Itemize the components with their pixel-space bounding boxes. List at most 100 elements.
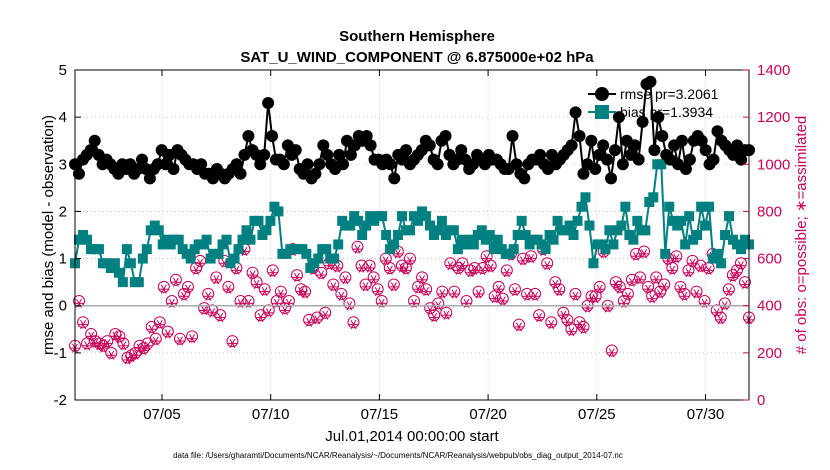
y-axis-ticks: -2 -1 0 1 2 3 4 5 bbox=[54, 62, 81, 409]
obs-assimilated-marker bbox=[82, 341, 93, 351]
obs-assimilated-marker bbox=[118, 341, 129, 351]
bias-point bbox=[576, 201, 587, 212]
obs-possible-marker bbox=[512, 318, 525, 331]
rmse-point bbox=[301, 158, 314, 171]
obs-possible-marker bbox=[105, 346, 118, 359]
asterisk-stroke bbox=[394, 249, 401, 259]
obs-possible-marker bbox=[617, 295, 630, 307]
bias-point bbox=[201, 234, 212, 245]
obs-possible-marker bbox=[101, 335, 114, 348]
asterisk-stroke bbox=[524, 291, 530, 301]
asterisk-stroke bbox=[427, 305, 434, 316]
obs-assimilated-marker bbox=[489, 294, 500, 304]
obs-possible-marker bbox=[355, 259, 368, 272]
asterisk-stroke bbox=[116, 334, 123, 344]
y-tick-label: 0 bbox=[59, 298, 67, 315]
asterisk-stroke bbox=[713, 308, 720, 318]
asterisk-stroke bbox=[580, 324, 587, 334]
obs-assimilated-marker bbox=[562, 317, 573, 327]
bias-series bbox=[70, 159, 754, 288]
obs-assimilated-marker bbox=[340, 275, 351, 285]
rmse-point bbox=[735, 153, 748, 166]
data-file-footnote: data file: /Users/gharamti/Documents/NCA… bbox=[173, 451, 623, 460]
asterisk-stroke bbox=[661, 282, 668, 292]
y2-axis-ticks: 0 200 400 600 800 1000 1200 1400 bbox=[743, 62, 790, 409]
bias-point bbox=[333, 239, 344, 250]
obs-possible-marker bbox=[565, 323, 578, 336]
rmse-point bbox=[360, 130, 373, 142]
asterisk-stroke bbox=[459, 261, 466, 271]
obs-possible-marker bbox=[186, 330, 199, 343]
rmse-point bbox=[344, 148, 357, 161]
obs-assimilated-marker bbox=[465, 268, 476, 278]
bias-point bbox=[329, 253, 340, 264]
bias-point bbox=[548, 234, 559, 245]
obs-possible-marker bbox=[698, 295, 711, 307]
obs-possible-marker bbox=[226, 335, 239, 348]
obs-possible-marker bbox=[403, 252, 416, 265]
obs-assimilated-marker bbox=[174, 336, 185, 346]
obs-possible-marker bbox=[290, 269, 303, 282]
bias-point bbox=[680, 239, 691, 250]
obs-possible-marker bbox=[375, 295, 388, 307]
obs-possible-marker bbox=[327, 278, 340, 291]
rmse-series bbox=[69, 75, 755, 185]
asterisk-stroke bbox=[431, 312, 438, 323]
legend: rmse pr=3.2061 bias pr=1.3934 bbox=[588, 86, 719, 120]
bias-point bbox=[712, 248, 723, 259]
asterisk-stroke bbox=[164, 329, 171, 339]
asterisk-stroke bbox=[205, 291, 212, 301]
rmse-point bbox=[589, 163, 602, 175]
bias-point bbox=[564, 220, 575, 231]
asterisk-stroke bbox=[128, 352, 135, 363]
bias-point bbox=[153, 225, 164, 236]
x-tick-label: 07/15 bbox=[361, 406, 399, 423]
rmse-point bbox=[506, 130, 519, 142]
obs-assimilated-marker bbox=[485, 263, 496, 273]
asterisk-stroke bbox=[354, 244, 361, 254]
obs-assimilated-marker bbox=[275, 289, 286, 299]
obs-assimilated-marker bbox=[723, 286, 734, 297]
bias-point bbox=[468, 239, 479, 250]
obs-possible-marker bbox=[182, 280, 195, 293]
obs-possible-marker bbox=[553, 283, 566, 296]
legend-bias-label: bias pr=1.3934 bbox=[620, 104, 713, 120]
asterisk-stroke bbox=[358, 263, 365, 273]
obs-assimilated-marker bbox=[203, 291, 214, 301]
obs-assimilated-marker bbox=[98, 343, 109, 353]
obs-assimilated-marker bbox=[348, 319, 359, 330]
x-axis-ticks: 07/05 07/10 07/15 07/20 07/25 07/30 bbox=[143, 70, 724, 423]
obs-assimilated-marker bbox=[227, 338, 238, 349]
rmse-point bbox=[628, 139, 641, 152]
asterisk-stroke bbox=[653, 275, 660, 285]
obs-assimilated-marker bbox=[622, 291, 633, 301]
obs-possible-marker bbox=[315, 266, 328, 279]
asterisk-stroke bbox=[265, 308, 272, 318]
obs-assimilated-marker bbox=[384, 265, 395, 275]
obs-assimilated-marker bbox=[703, 265, 714, 275]
plot-frame bbox=[74, 69, 750, 401]
asterisk-stroke bbox=[568, 327, 575, 337]
obs-assimilated-marker bbox=[445, 261, 456, 271]
x-tick-label: 07/05 bbox=[143, 406, 181, 423]
obs-assimilated-marker bbox=[263, 308, 274, 318]
y2-tick-label: 400 bbox=[757, 298, 782, 315]
bias-point bbox=[117, 277, 128, 288]
obs-possible-marker bbox=[500, 264, 513, 277]
bias-point bbox=[684, 211, 695, 222]
bias-point bbox=[704, 201, 715, 212]
x-tick-label: 07/10 bbox=[252, 406, 290, 423]
asterisk-stroke bbox=[257, 312, 264, 323]
asterisk-stroke bbox=[471, 265, 478, 275]
obs-possible-marker bbox=[169, 273, 182, 286]
bias-point bbox=[716, 258, 727, 269]
asterisk-stroke bbox=[633, 251, 639, 261]
bias-point bbox=[412, 215, 423, 226]
asterisk-stroke bbox=[277, 289, 284, 299]
obs-assimilated-marker bbox=[110, 331, 121, 341]
bias-point bbox=[420, 211, 431, 222]
asterisk-stroke bbox=[616, 284, 623, 294]
asterisk-stroke bbox=[681, 291, 688, 301]
asterisk-stroke bbox=[717, 315, 724, 325]
rmse-point bbox=[384, 158, 397, 171]
